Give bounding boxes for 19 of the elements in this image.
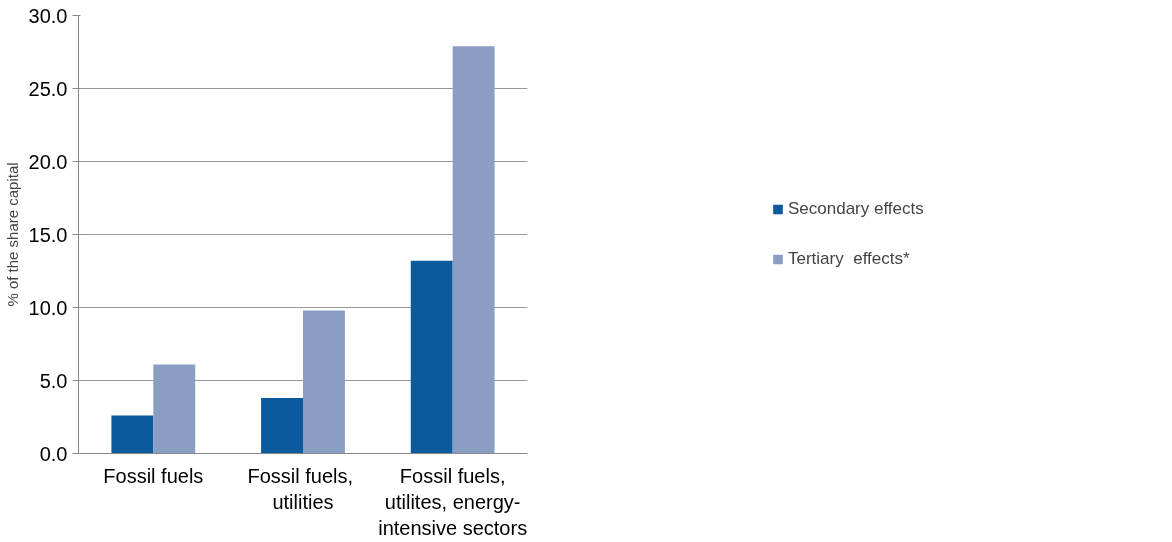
bar xyxy=(261,398,303,454)
x-tick-label: Fossil fuels xyxy=(103,464,204,487)
y-axis-title: % of the share capital xyxy=(3,162,21,307)
y-tick-label: 5.0 xyxy=(39,369,68,392)
bar xyxy=(303,310,345,454)
y-tick-label: 25.0 xyxy=(28,77,68,100)
bar xyxy=(452,46,495,454)
y-tick-label: 20.0 xyxy=(28,150,68,173)
bar xyxy=(410,260,453,454)
bar xyxy=(153,364,196,454)
legend-label: Secondary effects xyxy=(788,199,925,219)
x-tick-label: Fossil fuels, utilities xyxy=(247,464,354,513)
y-tick-label: 0.0 xyxy=(39,442,68,465)
y-tick-label: 10.0 xyxy=(28,296,68,319)
bar xyxy=(111,415,154,454)
legend-label: Tertiary effects* xyxy=(788,249,911,269)
x-tick-label: Fossil fuels, utilites, energy-intensive sectors xyxy=(378,464,528,540)
y-tick-label: 15.0 xyxy=(28,223,68,246)
y-tick-label: 30.0 xyxy=(28,4,68,27)
